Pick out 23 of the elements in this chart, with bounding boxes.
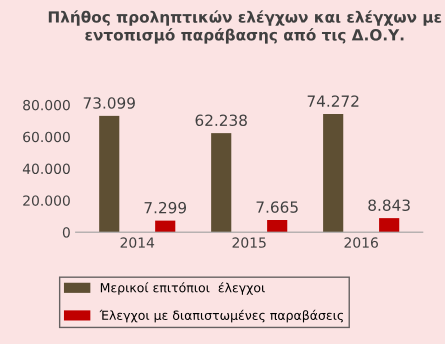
y-tick-label: 60.000 [23,132,70,142]
y-tick-label: 80.000 [23,100,70,110]
x-tick-label: 2014 [120,237,154,248]
x-tick-label: 2016 [344,237,378,248]
data-label: 7.665 [256,201,298,213]
data-label: 8.843 [368,199,410,212]
x-tick-label: 2015 [232,237,266,248]
bar [267,220,288,232]
bar [323,114,344,232]
bar [211,133,232,232]
y-tick-label: 0 [62,227,70,238]
chart-title: Πλήθος προληπτικών ελέγχων και ελέγχων με εντοπισμό παράβασης από τις Δ.Ο.Υ. [48,10,442,44]
data-label: 74.272 [308,95,358,107]
legend-label: Μερικοί επιτόπιοι έλεγχοι [100,282,265,295]
bar [155,220,176,232]
data-label: 62.238 [196,114,247,126]
data-label: 73.099 [84,97,135,109]
y-tick-label: 40.000 [22,164,70,174]
bar [99,116,120,232]
legend-label: Έλεγχοι με διαπιστωμένες παραβάσεις [99,310,343,322]
bar [379,218,400,232]
data-label: 7.299 [144,202,186,214]
y-tick-label: 20.000 [23,195,70,206]
